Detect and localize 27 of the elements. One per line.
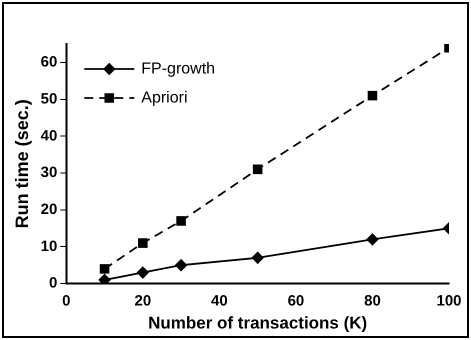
y-tick-label: 20	[40, 201, 58, 218]
legend-label: Apriori	[141, 89, 188, 106]
x-tick-label: 20	[134, 292, 152, 310]
point	[98, 274, 110, 284]
y-axis-title: Run time (sec.)	[12, 99, 32, 228]
y-tick-label: 40	[40, 127, 58, 144]
x-tick-label: 80	[364, 292, 381, 310]
x-axis-title: Number of transactions (K)	[148, 313, 368, 332]
y-tick-label: 0	[48, 274, 58, 292]
point	[252, 164, 262, 174]
point	[136, 266, 149, 278]
y-tick-label: 10	[40, 238, 58, 255]
point	[175, 259, 187, 272]
point	[100, 264, 110, 274]
y-tick-label: 30	[40, 164, 58, 182]
point	[366, 233, 378, 246]
x-tick-label: 100	[436, 292, 462, 310]
x-tick-label: 60	[288, 292, 304, 310]
point	[176, 216, 186, 226]
legend-label: FP-growth	[141, 60, 216, 78]
y-tick-label: 60	[40, 54, 58, 71]
point	[138, 238, 148, 248]
point	[368, 90, 378, 100]
y-tick-label: 50	[40, 90, 58, 108]
point	[252, 252, 264, 264]
x-tick-label: 0	[62, 292, 70, 310]
x-tick-label: 40	[211, 292, 228, 310]
